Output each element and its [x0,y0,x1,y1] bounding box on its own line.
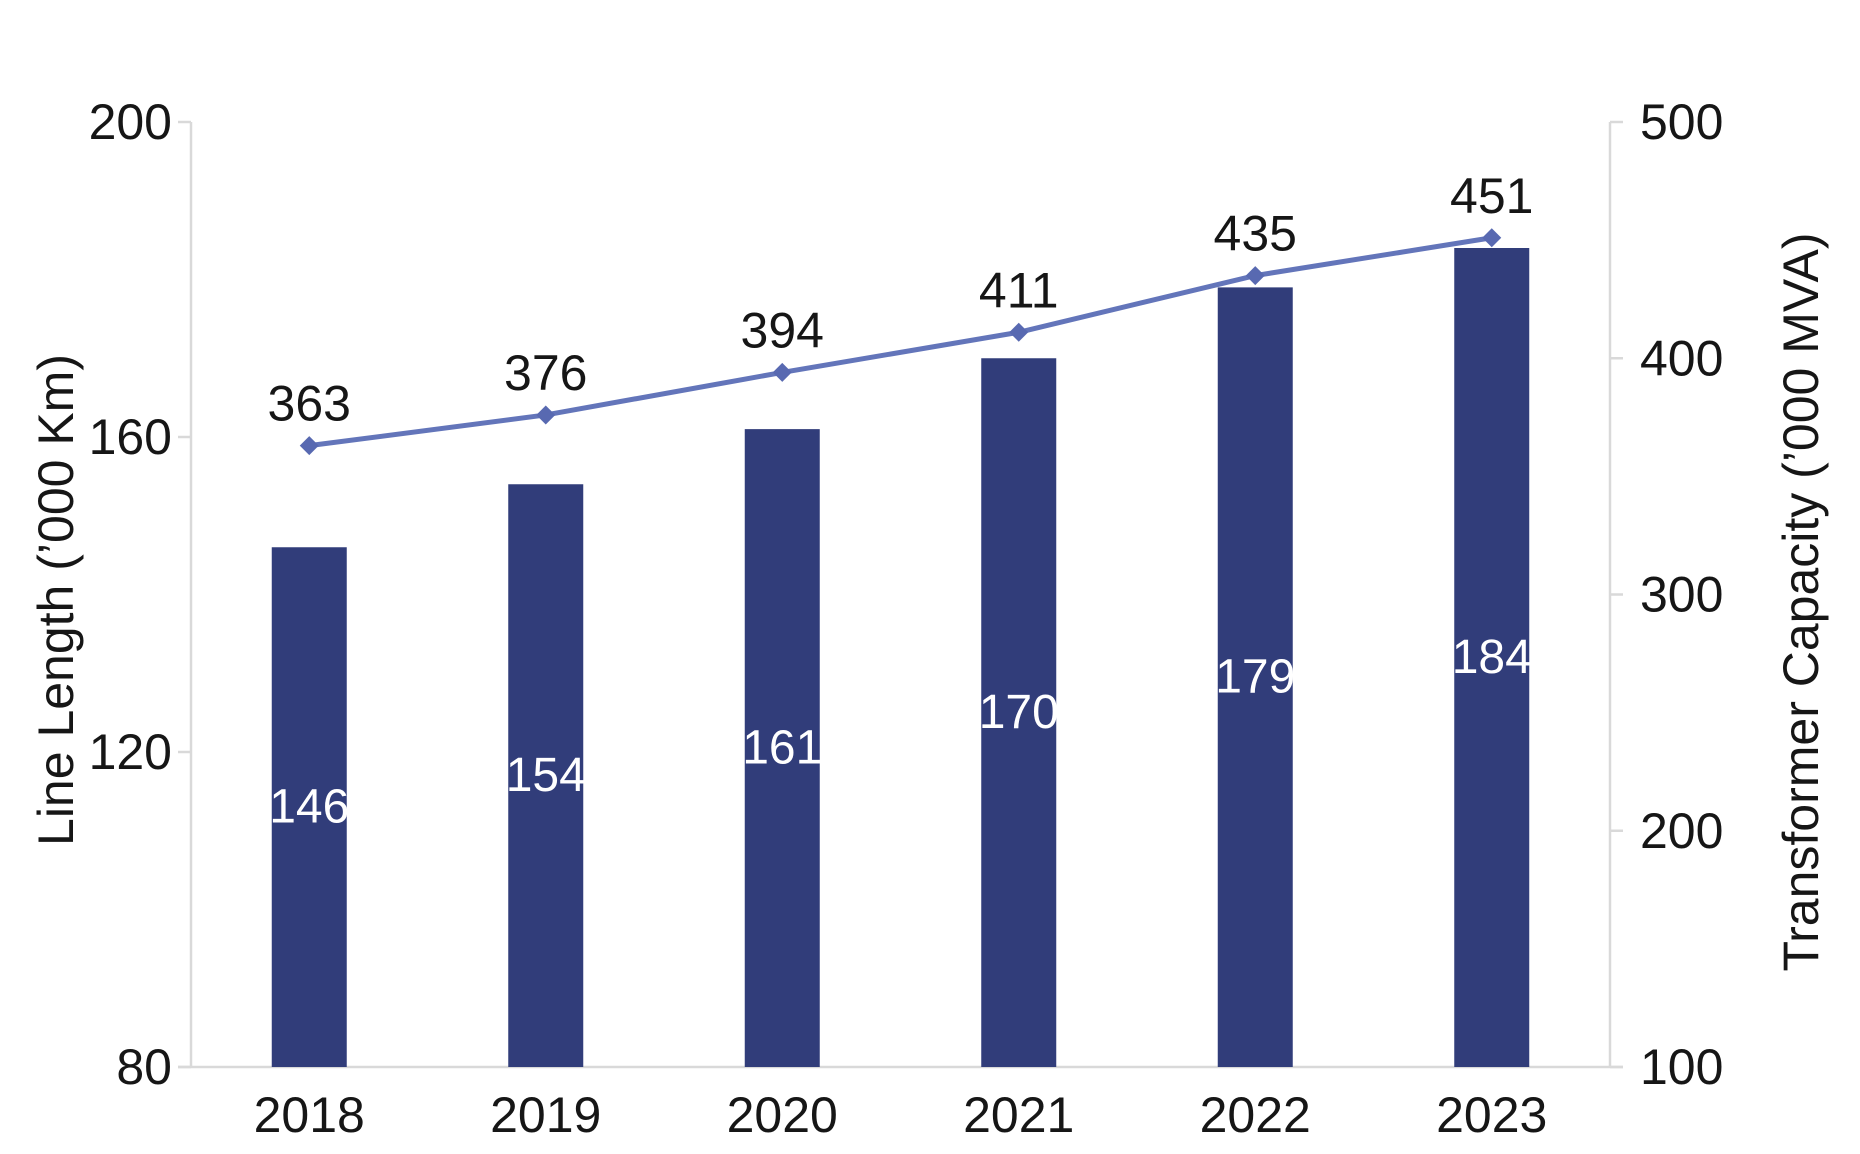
line-marker [1482,228,1502,248]
bar-2019 [508,484,584,1067]
y-axis-right-tick-label: 300 [1640,567,1723,623]
right-axis-title: Transformer Capacity (’000 MVA) [1773,232,1829,971]
x-tick-label: 2018 [254,1087,365,1143]
y-axis-right-tick-label: 500 [1640,94,1723,150]
y-axis-left-tick-label: 80 [116,1039,172,1095]
x-tick-label: 2023 [1436,1087,1547,1143]
bar-2018 [271,547,347,1067]
line-marker [536,405,556,425]
line-marker [772,362,792,382]
bar-2023 [1454,248,1530,1067]
bar-data-label: 146 [269,781,349,834]
line-data-label: 376 [504,345,587,401]
y-axis-left-tick-label: 120 [89,724,172,780]
line-data-label: 451 [1450,168,1533,224]
line-data-label: 363 [268,376,351,432]
line-marker [299,436,319,456]
y-axis-left-tick-label: 160 [89,409,172,465]
bar-data-label: 179 [1215,651,1295,704]
bar-data-label: 170 [979,686,1059,739]
bar-data-label: 161 [742,722,822,775]
y-axis-right-tick-label: 100 [1640,1039,1723,1095]
y-axis-right-tick-label: 400 [1640,330,1723,386]
y-axis-right-tick-label: 200 [1640,803,1723,859]
line-data-label: 435 [1214,206,1297,262]
bar-2021 [981,358,1057,1067]
line-series [306,235,1495,449]
bar-data-label: 184 [1452,631,1532,684]
line-data-label: 411 [979,262,1059,318]
bar-2022 [1217,287,1293,1067]
y-axis-left-tick-label: 200 [89,94,172,150]
bar-data-label: 154 [506,749,586,802]
bar-2020 [744,429,820,1067]
x-tick-label: 2020 [727,1087,838,1143]
x-tick-label: 2019 [490,1087,601,1143]
line-data-label: 394 [741,302,824,358]
x-tick-label: 2021 [963,1087,1074,1143]
line-marker [1009,322,1029,342]
x-tick-label: 2022 [1200,1087,1311,1143]
line-marker [1245,266,1265,286]
left-axis-title: Line Length (’000 Km) [28,354,84,846]
